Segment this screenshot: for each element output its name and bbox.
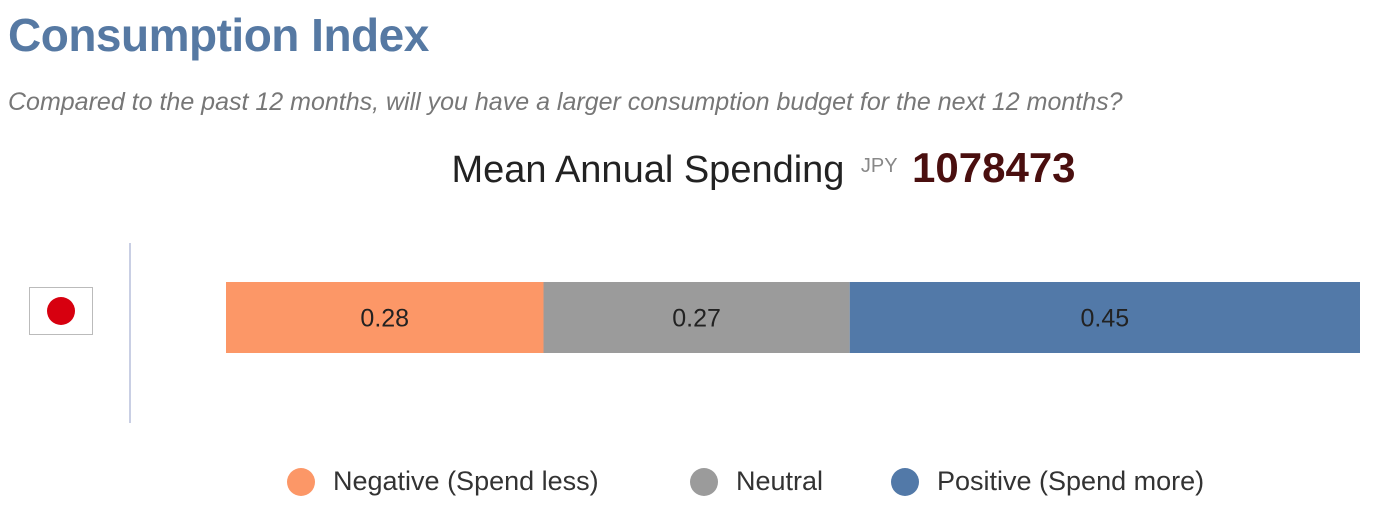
legend-item-3: Positive (Spend more) (891, 466, 1204, 497)
flag-red-disc (47, 297, 75, 325)
mean-spending-value: 1078473 (912, 144, 1076, 191)
legend-swatch-icon (690, 467, 718, 496)
mean-spending-summary: Mean Annual Spending JPY 1078473 (0, 144, 1377, 192)
legend-label: Neutral (736, 466, 824, 496)
legend-label: Negative (Spend less) (333, 466, 599, 496)
bar-value-label-1: 0.28 (360, 305, 409, 333)
japan-flag-icon (29, 287, 93, 335)
bar-segment-2 (543, 282, 850, 353)
bar-value-label-3: 0.45 (1081, 305, 1130, 333)
category-axis-line (129, 243, 131, 423)
page-title: Consumption Index (8, 9, 429, 61)
bar-value-label-2: 0.27 (672, 305, 721, 333)
bar-segment-3 (849, 282, 1360, 353)
legend-item-1: Negative (Spend less) (287, 466, 599, 497)
chart-legend: Negative (Spend less) Neutral Positive (Sp… (0, 466, 1377, 506)
legend-item-2: Neutral (690, 466, 823, 497)
bar-segment-1 (226, 282, 544, 353)
survey-question: Compared to the past 12 months, will you… (8, 88, 1123, 116)
mean-spending-currency: JPY (860, 155, 898, 177)
mean-spending-label: Mean Annual Spending (451, 149, 845, 191)
legend-swatch-icon (891, 467, 919, 496)
legend-label: Positive (Spend more) (937, 466, 1205, 496)
legend-swatch-icon (287, 467, 315, 496)
